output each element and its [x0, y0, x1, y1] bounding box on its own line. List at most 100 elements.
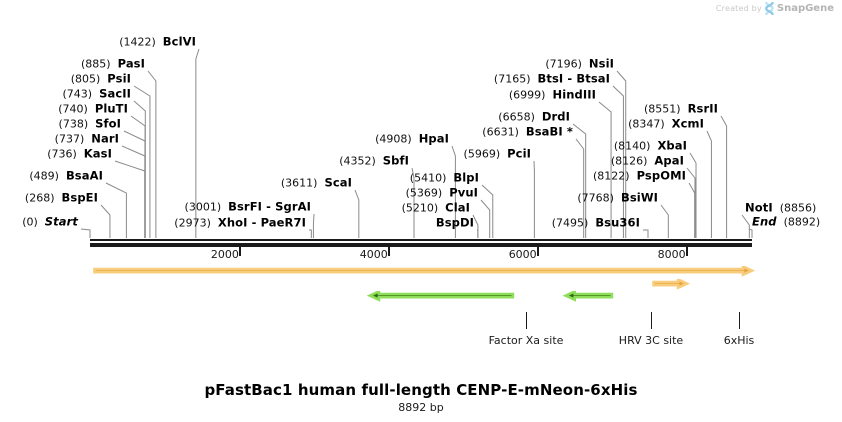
- enzyme-position: (8347): [628, 117, 665, 131]
- snapgene-watermark: Created by SnapGene: [716, 2, 834, 15]
- enzyme-site-label: (3001) BsrFI - SgrAI: [184, 199, 311, 214]
- enzyme-name: SacII: [99, 86, 131, 101]
- enzyme-name: SbfI: [382, 153, 409, 168]
- annotation-leader-line: [651, 312, 652, 329]
- enzyme-position: (8126): [610, 154, 648, 168]
- enzyme-site-label: (8122) PspOMI: [593, 170, 686, 182]
- enzyme-position: (268): [24, 191, 55, 205]
- enzyme-name: BsrFI - SgrAI: [228, 199, 311, 214]
- enzyme-site-label: BspDI: [435, 215, 474, 230]
- enzyme-site-label: (743) SacII: [62, 86, 131, 101]
- ruler-tick-label: 6000: [508, 248, 537, 261]
- enzyme-name: ClaI: [445, 200, 470, 215]
- enzyme-site-label: (6631) BsaBI *: [482, 125, 573, 139]
- enzyme-position: (7495): [551, 216, 589, 230]
- enzyme-site-label: (7196) NsiI: [545, 56, 614, 71]
- enzyme-position: (5210): [401, 201, 439, 215]
- enzyme-position: (6631): [482, 125, 519, 139]
- enzyme-site-label: (1422) BclVI: [119, 34, 196, 49]
- enzyme-site-label: (5969) PciI: [464, 146, 531, 161]
- ruler-tick-mark: [536, 247, 539, 256]
- enzyme-site-label: (0) Start: [22, 214, 78, 229]
- enzyme-site-label: NotI (8856): [745, 201, 817, 215]
- feature-annotation-label: 6xHis: [723, 334, 755, 347]
- feature-annotation-label: HRV 3C site: [618, 334, 684, 347]
- feature-arrow: [366, 291, 515, 302]
- enzyme-site-label: (4352) SbfI: [339, 153, 409, 168]
- enzyme-position: (8856): [779, 201, 817, 215]
- watermark-prefix: Created by: [715, 4, 762, 13]
- enzyme-site-label: (3611) ScaI: [281, 175, 352, 190]
- enzyme-site-label: (738) SfoI: [58, 117, 121, 131]
- enzyme-name: PciI: [507, 146, 531, 161]
- enzyme-position: (738): [58, 117, 89, 131]
- backbone-rule: [90, 243, 752, 247]
- enzyme-name: HpaI: [418, 131, 449, 146]
- enzyme-position: (8892): [783, 215, 821, 229]
- enzyme-name: BsiWI: [620, 190, 658, 205]
- enzyme-position: (6999): [508, 88, 546, 102]
- enzyme-site-label: (268) BspEI: [24, 191, 98, 205]
- annotation-leader-line: [739, 312, 740, 329]
- enzyme-position: (7165): [493, 72, 531, 86]
- enzyme-name: BlpI: [453, 170, 479, 185]
- annotation-leader-line: [526, 312, 527, 329]
- enzyme-site-label: (6999) HindIII: [508, 88, 596, 102]
- enzyme-site-label: End (8892): [752, 215, 821, 229]
- ruler-tick-mark: [387, 247, 390, 256]
- enzyme-name: XcmI: [671, 116, 704, 131]
- enzyme-position: (7768): [577, 191, 614, 205]
- enzyme-site-label: (8126) ApaI: [610, 154, 684, 168]
- enzyme-site-label: (8140) XbaI: [613, 139, 687, 153]
- ruler-tick-label: 4000: [359, 248, 388, 261]
- page-subtitle: 8892 bp: [398, 401, 444, 414]
- enzyme-name: BsaAI: [65, 168, 103, 183]
- enzyme-position: (805): [70, 72, 101, 86]
- enzyme-name: ScaI: [324, 175, 352, 190]
- enzyme-site-label: (740) PluTI: [58, 102, 128, 116]
- enzyme-name: KasI: [83, 146, 112, 161]
- enzyme-site-label: (8551) RsrII: [643, 102, 718, 116]
- enzyme-name: NarI: [91, 131, 119, 146]
- enzyme-site-label: (489) BsaAI: [29, 168, 103, 183]
- enzyme-site-label: (5369) PvuI: [405, 186, 478, 200]
- feature-arrow: [562, 291, 614, 302]
- enzyme-position: (1422): [119, 35, 156, 49]
- ruler-tick-label: 8000: [657, 248, 686, 261]
- enzyme-name: NsiI: [588, 56, 614, 71]
- enzyme-name: Bsu36I: [595, 215, 640, 230]
- ruler-tick-mark: [238, 247, 241, 256]
- enzyme-name: BspDI: [435, 215, 474, 230]
- enzyme-site-label: (7495) Bsu36I: [551, 215, 640, 230]
- enzyme-position: (4352): [339, 154, 376, 168]
- enzyme-name: Start: [44, 214, 78, 229]
- enzyme-name: PasI: [117, 56, 145, 71]
- backbone-rule: [90, 239, 752, 241]
- enzyme-site-label: (736) KasI: [47, 146, 112, 161]
- enzyme-position: (740): [58, 102, 88, 116]
- enzyme-position: (8140): [613, 139, 651, 153]
- enzyme-site-label: (4908) HpaI: [375, 131, 449, 146]
- enzyme-site-label: (8347) XcmI: [628, 116, 704, 131]
- enzyme-name: BclVI: [162, 34, 196, 49]
- ruler-tick-mark: [685, 247, 688, 256]
- enzyme-position: (5369): [405, 186, 443, 200]
- enzyme-site-label: (6658) DrdI: [498, 109, 570, 124]
- enzyme-position: (8551): [643, 102, 681, 116]
- enzyme-site-label: (737) NarI: [54, 131, 119, 146]
- watermark-brand: SnapGene: [776, 3, 834, 14]
- enzyme-site-label: (885) PasI: [81, 56, 145, 71]
- enzyme-name: DrdI: [541, 109, 570, 124]
- enzyme-name: XhoI - PaeR7I: [217, 215, 306, 230]
- enzyme-site-label: (7768) BsiWI: [577, 190, 658, 205]
- feature-arrow: [652, 279, 691, 290]
- feature-annotation-label: Factor Xa site: [488, 334, 564, 347]
- enzyme-position: (737): [54, 132, 85, 146]
- enzyme-site-label: (805) PsiI: [70, 71, 131, 86]
- enzyme-position: (743): [62, 87, 93, 101]
- enzyme-position: (3001): [184, 200, 222, 214]
- page-title: pFastBac1 human full-length CENP-E-mNeon…: [204, 381, 638, 399]
- enzyme-name: PsiI: [107, 71, 131, 86]
- enzyme-position: (736): [47, 147, 77, 161]
